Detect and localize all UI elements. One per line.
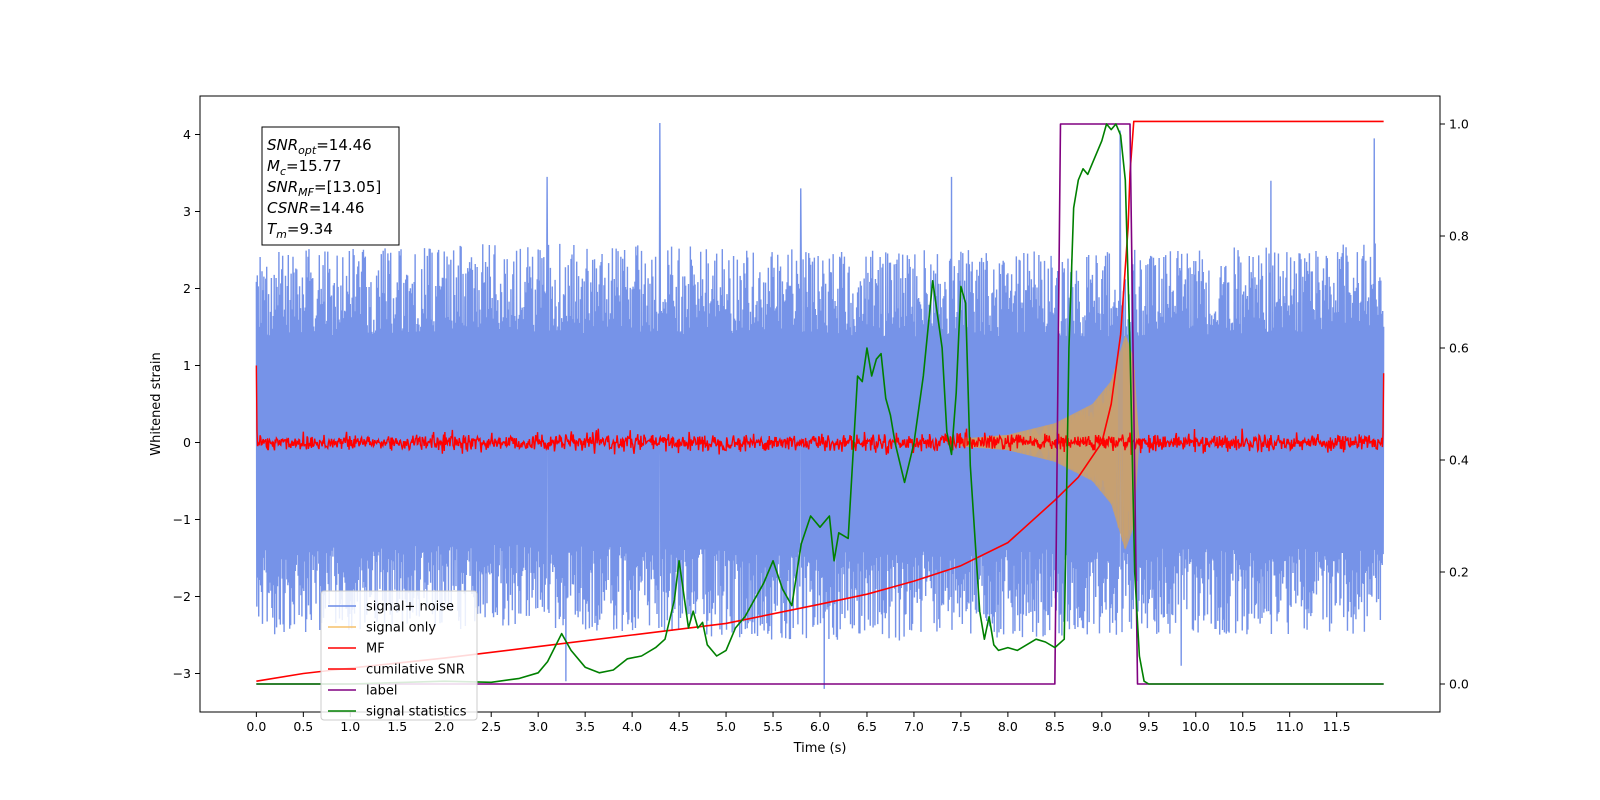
annotation-value: =[13.05] — [314, 178, 381, 196]
annotation-value: =14.46 — [309, 199, 365, 217]
x-tick-label: 8.0 — [998, 719, 1018, 734]
y-tick-label: 1 — [183, 358, 191, 373]
legend: signal+ noise signal only MF cumilative SNR… — [320, 590, 478, 721]
annotation-value: =9.34 — [287, 220, 333, 238]
x-tick-label: 4.0 — [622, 719, 642, 734]
x-tick-label: 7.5 — [951, 719, 971, 734]
x-tick-label: 10.0 — [1182, 719, 1210, 734]
x-tick-label: 0.0 — [246, 719, 266, 734]
x-tick-label: 4.5 — [669, 719, 689, 734]
y-right-tick-label: 0.0 — [1449, 677, 1469, 692]
x-tick-label: 8.5 — [1045, 719, 1065, 734]
annotation-line: SNRMF=[13.05] — [267, 178, 381, 199]
x-tick-label: 10.5 — [1229, 719, 1257, 734]
y-tick-label: 2 — [183, 281, 191, 296]
x-tick-label: 9.5 — [1139, 719, 1159, 734]
annotation-value: =14.46 — [316, 136, 372, 154]
x-tick-label: 2.0 — [434, 719, 454, 734]
annotation-line: SNRopt=14.46 — [267, 136, 372, 157]
annotation-subscript: opt — [298, 144, 317, 157]
annotation-symbol: SNR — [267, 178, 298, 196]
annotation-frame — [261, 126, 400, 246]
x-tick-label: 3.0 — [528, 719, 548, 734]
x-tick-label: 1.5 — [387, 719, 407, 734]
x-tick-label: 7.0 — [904, 719, 924, 734]
y-right-tick-label: 0.4 — [1449, 453, 1469, 468]
annotation-subscript: m — [276, 228, 287, 241]
annotation-line: Mc=15.77 — [267, 157, 342, 178]
y-right-tick-label: 0.6 — [1449, 341, 1469, 356]
x-tick-label: 5.5 — [763, 719, 783, 734]
y-right-tick-label: 0.8 — [1449, 229, 1469, 244]
y-right-tick-label: 0.2 — [1449, 565, 1469, 580]
y-tick-label: −3 — [173, 666, 191, 681]
annotation-value: =15.77 — [286, 157, 342, 175]
x-tick-label: 2.5 — [481, 719, 501, 734]
y-axis-label: Whitened strain — [149, 352, 164, 455]
annotation-line: Tm=9.34 — [267, 220, 333, 241]
x-tick-label: 11.0 — [1276, 719, 1304, 734]
x-tick-label: 3.5 — [575, 719, 595, 734]
x-tick-label: 1.0 — [340, 719, 360, 734]
y-right-tick-label: 1.0 — [1449, 117, 1469, 132]
x-tick-label: 5.0 — [716, 719, 736, 734]
y-tick-label: −1 — [173, 512, 191, 527]
x-tick-label: 6.0 — [810, 719, 830, 734]
x-tick-label: 0.5 — [293, 719, 313, 734]
annotation-subscript: MF — [298, 186, 314, 199]
x-axis-label: Time (s) — [793, 741, 847, 756]
series-signal-noise — [255, 122, 1385, 689]
series-mf — [255, 365, 1385, 455]
annotation-symbol: SNR — [267, 136, 298, 154]
annotation-subscript: c — [280, 165, 286, 178]
axes: 0.0 0.5 1.0 1.5 2.0 2.5 3.0 3.5 4.0 4.5 5.0 5.5 6.0 6… — [173, 117, 1469, 735]
legend-frame — [320, 590, 478, 721]
y-tick-label: 3 — [183, 204, 191, 219]
annotation-symbol: T — [267, 220, 278, 238]
annotation-symbol: CSNR — [267, 199, 309, 217]
y-tick-label: −2 — [173, 589, 191, 604]
annotation-box: SNRopt=14.46Mc=15.77SNRMF=[13.05]CSNR=14… — [261, 126, 400, 246]
annotation-line: CSNR=14.46 — [267, 199, 364, 217]
annotation-symbol: M — [267, 157, 280, 175]
y-tick-label: 4 — [183, 127, 191, 142]
legend-entry-label: label — [366, 684, 397, 699]
x-tick-label: 9.0 — [1092, 719, 1112, 734]
x-tick-label: 6.5 — [857, 719, 877, 734]
legend-entry-label: cumilative SNR — [366, 663, 465, 678]
series-signal-statistics — [256, 123, 1384, 685]
legend-entry-label: MF — [366, 642, 385, 657]
legend-entry-label: signal statistics — [366, 705, 467, 720]
x-tick-label: 11.5 — [1323, 719, 1351, 734]
legend-entry-label: signal only — [366, 621, 436, 636]
y-tick-label: 0 — [183, 435, 191, 450]
legend-entry-label: signal+ noise — [366, 600, 454, 615]
